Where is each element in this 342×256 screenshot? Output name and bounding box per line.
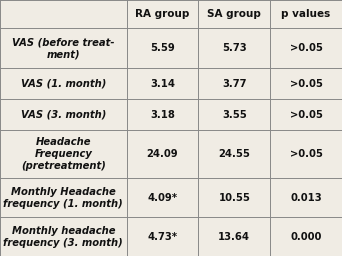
Text: VAS (3. month): VAS (3. month) xyxy=(21,110,106,120)
Text: p values: p values xyxy=(281,9,331,19)
Text: 10.55: 10.55 xyxy=(218,193,250,203)
Text: >0.05: >0.05 xyxy=(290,149,323,159)
Text: 5.59: 5.59 xyxy=(150,43,175,53)
Text: VAS (1. month): VAS (1. month) xyxy=(21,79,106,89)
Text: 3.18: 3.18 xyxy=(150,110,175,120)
Text: 3.55: 3.55 xyxy=(222,110,247,120)
Text: 4.09*: 4.09* xyxy=(147,193,177,203)
Text: Headache
Frequency
(pretreatment): Headache Frequency (pretreatment) xyxy=(21,137,106,171)
Text: 3.14: 3.14 xyxy=(150,79,175,89)
Text: 5.73: 5.73 xyxy=(222,43,247,53)
Text: RA group: RA group xyxy=(135,9,189,19)
Text: VAS (before treat-
ment): VAS (before treat- ment) xyxy=(12,37,115,59)
Text: 13.64: 13.64 xyxy=(218,232,250,242)
Text: >0.05: >0.05 xyxy=(290,43,323,53)
Text: Monthly headache
frequency (3. month): Monthly headache frequency (3. month) xyxy=(3,226,123,248)
Text: >0.05: >0.05 xyxy=(290,79,323,89)
Text: SA group: SA group xyxy=(207,9,261,19)
Text: 0.013: 0.013 xyxy=(290,193,322,203)
Text: 24.09: 24.09 xyxy=(147,149,178,159)
Text: 0.000: 0.000 xyxy=(290,232,322,242)
Text: 3.77: 3.77 xyxy=(222,79,247,89)
Text: 4.73*: 4.73* xyxy=(147,232,177,242)
Text: Monthly Headache
frequency (1. month): Monthly Headache frequency (1. month) xyxy=(3,187,123,209)
Text: 24.55: 24.55 xyxy=(218,149,250,159)
Text: >0.05: >0.05 xyxy=(290,110,323,120)
